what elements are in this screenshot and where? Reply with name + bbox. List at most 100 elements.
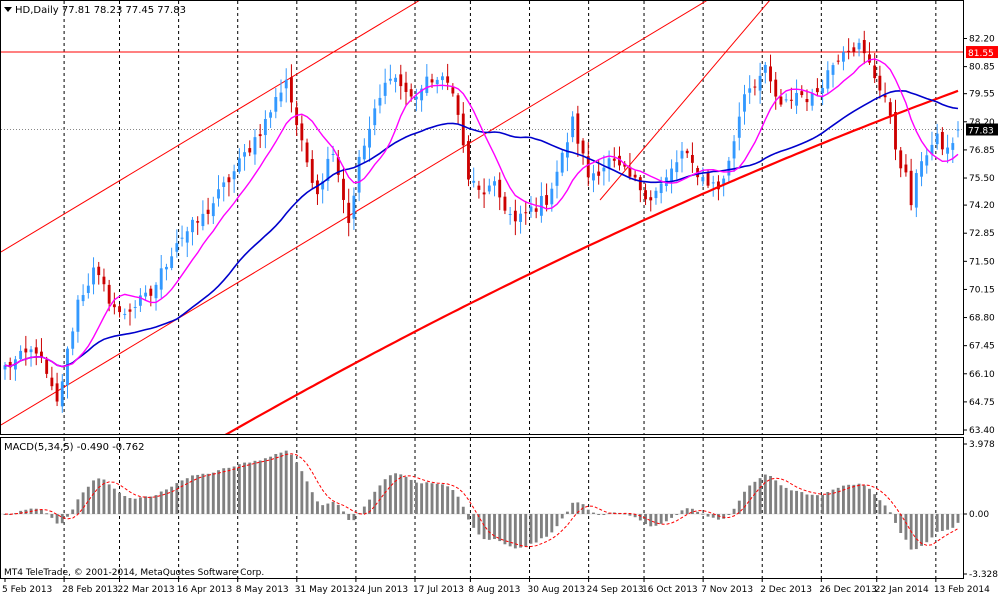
candle-body xyxy=(336,157,340,175)
macd-bar xyxy=(284,450,288,514)
macd-bar xyxy=(232,466,236,514)
candle-body xyxy=(477,185,481,190)
candle-body xyxy=(878,75,882,91)
candle-body xyxy=(425,76,429,93)
x-tick-label: 24 Sep 2013 xyxy=(587,585,644,595)
candle-body xyxy=(727,160,731,176)
candle-body xyxy=(769,66,772,82)
macd-bar xyxy=(300,471,304,514)
macd-bar xyxy=(659,514,663,524)
candle-body xyxy=(352,195,356,219)
macd-bar xyxy=(196,474,200,514)
macd-bar xyxy=(321,505,325,514)
candle-body xyxy=(237,158,241,172)
candle-body xyxy=(253,137,257,155)
candle-body xyxy=(159,268,163,290)
price-panel-frame xyxy=(0,0,964,435)
resistance-price-label: 81.55 xyxy=(968,49,994,59)
candle-body xyxy=(493,181,496,186)
candle-body xyxy=(711,182,715,184)
candle-body xyxy=(232,171,236,180)
current-price-box xyxy=(966,123,998,136)
y-tick-label: 64.75 xyxy=(969,398,995,408)
candle-body xyxy=(826,70,830,89)
macd-bar xyxy=(144,496,148,514)
candle-body xyxy=(461,113,465,146)
macd-bar xyxy=(342,511,345,514)
macd-bar xyxy=(253,460,257,514)
macd-bar xyxy=(763,474,767,514)
candle-body xyxy=(800,91,804,96)
macd-bar xyxy=(956,514,960,523)
macd-bar xyxy=(211,472,215,514)
macd-bar xyxy=(565,511,569,514)
macd-bar xyxy=(446,486,450,514)
macd-bar xyxy=(743,491,746,514)
candle-body xyxy=(748,88,752,93)
x-tick-label: 22 Mar 2013 xyxy=(118,585,175,595)
macd-bar xyxy=(206,473,210,514)
candle-body xyxy=(789,99,793,101)
macd-bar xyxy=(935,514,939,532)
x-tick-label: 22 Jan 2014 xyxy=(875,585,929,595)
candle-body xyxy=(482,192,486,195)
candle-body xyxy=(873,65,877,79)
candle-body xyxy=(305,142,309,163)
macd-bar xyxy=(112,488,116,514)
macd-signal-line xyxy=(4,453,959,548)
macd-bar xyxy=(883,505,887,514)
macd-bar xyxy=(19,510,23,514)
macd-bar xyxy=(607,513,611,515)
candle-body xyxy=(810,93,814,106)
ma-slow-line xyxy=(224,89,959,434)
macd-bar xyxy=(493,514,496,540)
candle-body xyxy=(743,94,746,112)
macd-bar xyxy=(310,492,314,514)
macd-bar xyxy=(487,514,491,540)
candle-body xyxy=(321,181,325,190)
macd-bar xyxy=(836,487,840,514)
candle-body xyxy=(404,82,408,92)
x-tick-label: 8 May 2013 xyxy=(236,585,289,595)
candle-body xyxy=(71,331,75,349)
candle-body xyxy=(467,141,470,180)
candle-body xyxy=(50,377,54,387)
candle-body xyxy=(263,119,267,136)
candle-body xyxy=(508,213,512,215)
y-tick-label: 79.55 xyxy=(969,90,995,100)
candle-body xyxy=(883,95,887,98)
candle-body xyxy=(571,116,575,138)
candle-body xyxy=(545,195,549,205)
macd-bar xyxy=(732,508,736,514)
macd-bar xyxy=(388,475,392,514)
macd-bar xyxy=(420,483,424,514)
macd-panel-frame xyxy=(0,437,964,579)
chevron-down-icon[interactable] xyxy=(4,7,12,12)
candle-body xyxy=(847,50,851,53)
candle-body xyxy=(274,97,278,112)
macd-bar xyxy=(237,464,241,514)
price-series xyxy=(1,1,963,434)
macd-bar xyxy=(102,479,106,514)
macd-bar xyxy=(649,514,653,527)
macd-bar xyxy=(138,497,142,514)
candle-body xyxy=(946,147,950,154)
x-tick-label: 17 Jul 2013 xyxy=(413,585,464,595)
macd-bar xyxy=(930,514,934,538)
macd-bar xyxy=(258,460,262,514)
x-tick-label: 8 Aug 2013 xyxy=(468,585,520,595)
x-tick-label: 26 Dec 2013 xyxy=(819,585,877,595)
macd-bar xyxy=(107,484,111,514)
macd-bar xyxy=(826,492,830,514)
candle-body xyxy=(66,348,69,386)
candle-body xyxy=(133,306,137,308)
candle-body xyxy=(685,150,689,154)
candle-body xyxy=(180,237,184,239)
y-tick-label: 63.40 xyxy=(969,426,995,436)
candle-body xyxy=(836,60,840,62)
macd-bar xyxy=(914,514,918,550)
candle-body xyxy=(76,299,80,332)
macd-bar xyxy=(76,499,80,514)
y-tick-label: 75.50 xyxy=(969,174,995,184)
candle-body xyxy=(196,221,200,223)
